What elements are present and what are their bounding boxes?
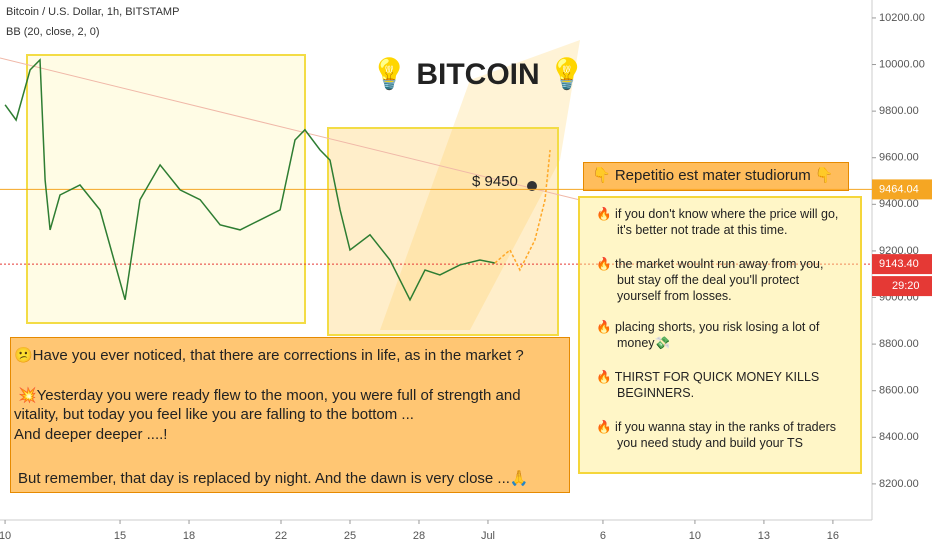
range-box xyxy=(327,127,559,336)
price-line-series xyxy=(4,58,496,302)
price-tag-label: 9143.40 xyxy=(879,258,919,270)
price-line-series xyxy=(494,149,551,272)
note-item: you need study and build your TS xyxy=(617,436,804,450)
x-tick-label: 10 xyxy=(0,530,11,542)
note-item: 🔥 the market woulnt run away from you, xyxy=(596,257,824,271)
note-item: 🔥 if you don't know where the price will… xyxy=(596,207,839,221)
price-tag xyxy=(872,179,932,200)
countdown: 29:20 xyxy=(892,280,920,292)
note-heading-box xyxy=(583,162,849,191)
note-item: but stay off the deal you'll protect xyxy=(617,273,800,287)
trend-line xyxy=(0,57,581,201)
y-tick-label: 9600.00 xyxy=(879,152,919,164)
price-note: $ 9450 xyxy=(472,173,518,190)
y-tick-label: 9400.00 xyxy=(879,198,919,210)
x-tick-label: Jul xyxy=(481,530,495,542)
x-tick-label: 10 xyxy=(689,530,701,542)
note-box xyxy=(10,337,570,493)
y-tick-label: 8600.00 xyxy=(879,385,919,397)
y-tick-label: 9800.00 xyxy=(879,105,919,117)
x-tick-label: 15 xyxy=(114,530,126,542)
x-tick-label: 22 xyxy=(275,530,287,542)
note-item: 🔥 placing shorts, you risk losing a lot … xyxy=(596,320,820,334)
note-item: 🔥 if you wanna stay in the ranks of trad… xyxy=(596,420,836,434)
countdown-tag xyxy=(872,276,932,297)
y-tick-label: 8200.00 xyxy=(879,478,919,490)
y-tick-label: 10000.00 xyxy=(879,58,925,70)
note-item: 🔥 THIRST FOR QUICK MONEY KILLS xyxy=(596,370,820,384)
x-tick-label: 28 xyxy=(413,530,425,542)
x-tick-label: 6 xyxy=(600,530,606,542)
chart-title: 💡 BITCOIN 💡 xyxy=(371,56,586,91)
note-text: And deeper deeper ....! xyxy=(14,426,168,443)
x-tick-label: 18 xyxy=(183,530,195,542)
note-item: money💸 xyxy=(617,336,671,350)
note-item: it's better not trade at this time. xyxy=(617,223,788,237)
note-box xyxy=(578,196,862,474)
note-text: But remember, that day is replaced by ni… xyxy=(18,470,529,487)
indicator: BB (20, close, 2, 0) xyxy=(6,26,100,38)
y-tick-label: 8800.00 xyxy=(879,338,919,350)
note-item: BEGINNERS. xyxy=(617,386,695,400)
y-tick-label: 9200.00 xyxy=(879,245,919,257)
note-text: 💥Yesterday you were ready flew to the mo… xyxy=(18,387,521,404)
note-text: 😕Have you ever noticed, that there are c… xyxy=(14,347,524,364)
y-tick-label: 10200.00 xyxy=(879,12,925,24)
price-tag xyxy=(872,254,932,275)
y-tick-label: 8400.00 xyxy=(879,431,919,443)
price-tag-label: 9464.04 xyxy=(879,183,919,195)
bomb-icon xyxy=(527,181,537,191)
note-heading: 👇 Repetitio est mater studiorum 👇 xyxy=(592,167,834,184)
x-tick-label: 25 xyxy=(344,530,356,542)
note-text: vitality, but today you feel like you ar… xyxy=(14,406,414,423)
note-item: yourself from losses. xyxy=(617,289,732,303)
rocket-shape xyxy=(380,40,580,330)
x-tick-label: 16 xyxy=(827,530,839,542)
x-tick-label: 13 xyxy=(758,530,770,542)
symbol: Bitcoin / U.S. Dollar, 1h, BITSTAMP xyxy=(6,6,180,18)
